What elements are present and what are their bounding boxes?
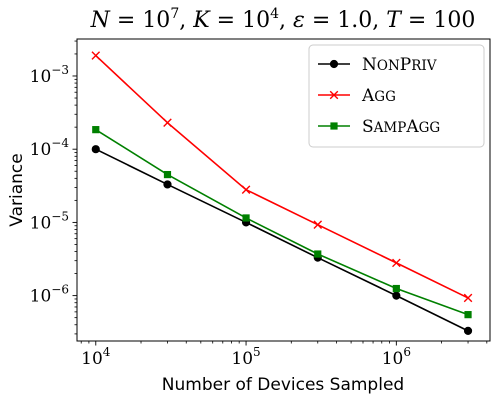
y-axis-label: Variance (7, 153, 27, 226)
x-tick-label: 106 (382, 345, 411, 369)
marker-sampagg (163, 170, 172, 179)
series-sampagg (92, 126, 472, 319)
title-t-val: 100 (433, 8, 475, 33)
y-tick-label: 10−3 (30, 63, 69, 87)
marker-agg (392, 258, 401, 268)
marker-legend-agg (329, 90, 339, 100)
marker-legend-sampagg (330, 122, 338, 130)
x-axis-label: Number of Devices Sampled (162, 375, 404, 395)
marker-sampagg (392, 284, 400, 293)
title-k-base: 10 (242, 8, 270, 33)
chart-title: N = 107, K = 104, ε = 1.0, T = 100 (90, 6, 476, 33)
marker-agg (163, 118, 172, 128)
series-line-agg (95, 54, 469, 299)
marker-sampagg (92, 126, 100, 134)
marker-sampagg (242, 214, 250, 222)
marker-nonpriv (463, 326, 473, 335)
series-agg (91, 51, 473, 303)
plot-frame (76, 38, 491, 342)
series-layer (91, 51, 473, 335)
marker-agg (313, 220, 323, 230)
title-eps-val: 1.0 (337, 8, 372, 33)
marker-agg (91, 51, 101, 60)
title-n: N (90, 8, 111, 33)
x-tick-label: 104 (81, 345, 111, 369)
minor-ticks (74, 40, 488, 344)
marker-sampagg (314, 250, 322, 258)
title-t: T (386, 8, 403, 33)
legend-label-sampagg: SAMPAGG (362, 117, 440, 137)
legend: NONPRIV AGG SAMPAGG (308, 44, 485, 148)
title-eps: ε (293, 8, 305, 33)
title-n-exp: 7 (170, 6, 179, 22)
marker-legend-nonpriv (329, 59, 339, 69)
marker-nonpriv (392, 291, 401, 300)
marker-agg (463, 293, 473, 303)
legend-entry-nonpriv: NONPRIV (318, 55, 437, 75)
legend-entry-sampagg: SAMPAGG (318, 117, 440, 137)
marker-sampagg (464, 311, 472, 319)
marker-nonpriv (91, 145, 100, 154)
legend-label-nonpriv: NONPRIV (362, 55, 437, 75)
legend-box (308, 44, 485, 148)
series-line-sampagg (95, 128, 469, 316)
legend-entry-agg: AGG (318, 86, 396, 106)
marker-nonpriv (163, 180, 172, 189)
y-tick-label: 10−5 (30, 209, 69, 233)
title-n-base: 10 (142, 8, 170, 33)
series-line-nonpriv (95, 148, 469, 332)
x-tick-label: 105 (231, 345, 260, 369)
major-ticks: 104 105 106 10−6 10−5 10−4 10−3 (30, 63, 411, 369)
title-k: K (192, 8, 211, 33)
series-nonpriv (91, 145, 473, 335)
y-tick-label: 10−6 (30, 283, 69, 307)
y-tick-label: 10−4 (30, 136, 70, 160)
legend-label-agg: AGG (361, 86, 396, 106)
marker-agg (241, 185, 251, 194)
title-k-exp: 4 (270, 6, 279, 22)
